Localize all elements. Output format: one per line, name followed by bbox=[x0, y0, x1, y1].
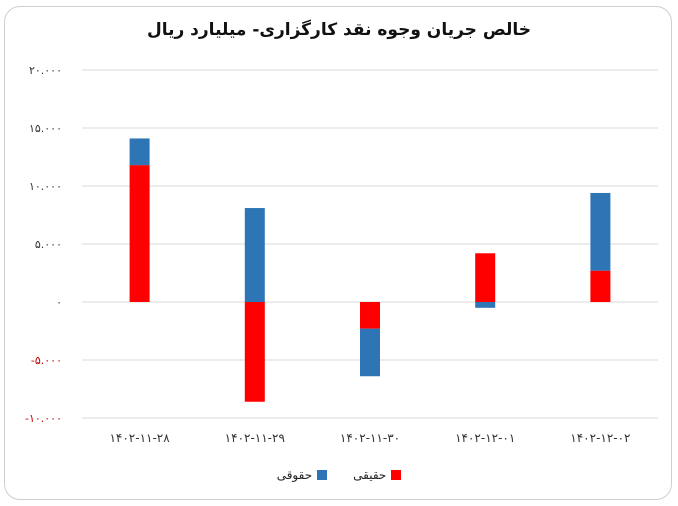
y-tick-label: ۰ bbox=[56, 296, 62, 309]
legend-label-real: حقیقی bbox=[353, 468, 387, 482]
bar-legal bbox=[360, 328, 380, 377]
chart-title: خالص جریان وجوه نقد کارگزاری- میلیارد ری… bbox=[146, 20, 532, 40]
y-tick-label: -۵.۰۰۰ bbox=[31, 354, 62, 367]
bar-legal bbox=[129, 138, 150, 166]
bar-real bbox=[475, 253, 496, 302]
bar-legal bbox=[590, 192, 611, 271]
legend-item-legal: حقوقی bbox=[276, 468, 328, 482]
x-tick-label: ۱۴۰۲-۱۲-۰۲ bbox=[570, 431, 630, 445]
legend-swatch-real bbox=[391, 470, 402, 480]
chart-legend: حقیقی حقوقی bbox=[0, 468, 678, 482]
bar-legal bbox=[475, 302, 496, 308]
y-tick-label: ۱۵.۰۰۰ bbox=[29, 122, 62, 135]
y-tick-label: ۱۰.۰۰۰ bbox=[29, 180, 62, 193]
legend-swatch-legal bbox=[317, 470, 328, 480]
x-tick-label: ۱۴۰۲-۱۱-۲۸ bbox=[109, 431, 170, 445]
bar-real bbox=[129, 165, 150, 302]
x-tick-label: ۱۴۰۲-۱۲-۰۱ bbox=[455, 431, 515, 445]
y-tick-label: -۱۰.۰۰۰ bbox=[25, 412, 62, 425]
bar-real bbox=[590, 270, 611, 302]
y-tick-label: ۵.۰۰۰ bbox=[35, 238, 62, 251]
bar-legal bbox=[244, 208, 265, 302]
legend-item-real: حقیقی bbox=[353, 468, 402, 482]
x-tick-label: ۱۴۰۲-۱۱-۲۹ bbox=[225, 431, 285, 445]
legend-label-legal: حقوقی bbox=[276, 468, 313, 482]
bar-real bbox=[244, 302, 265, 402]
x-tick-label: ۱۴۰۲-۱۱-۳۰ bbox=[340, 431, 400, 445]
bar-real bbox=[360, 302, 380, 329]
y-tick-label: ۲۰.۰۰۰ bbox=[29, 64, 62, 77]
